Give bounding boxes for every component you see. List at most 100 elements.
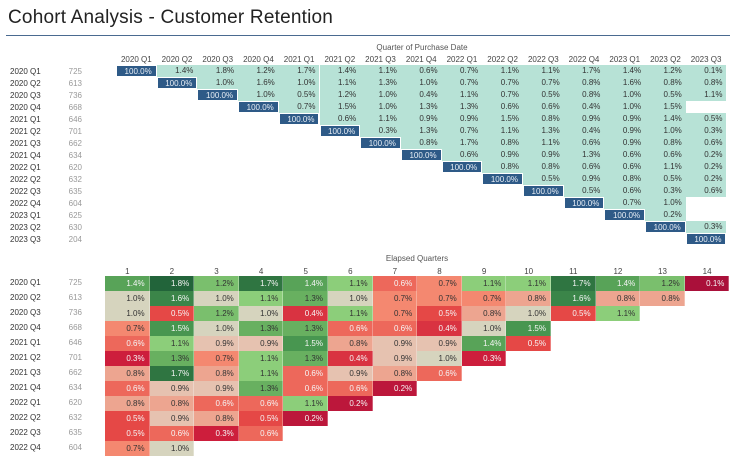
cohort-start-cell: 100.0% bbox=[360, 137, 401, 149]
column-header: 7 bbox=[392, 267, 398, 276]
retention-cell: 0.7% bbox=[482, 89, 523, 101]
retention-cell: 0.5% bbox=[563, 185, 605, 197]
column-header: 2022 Q3 bbox=[527, 55, 559, 64]
retention-cell: 1.4% bbox=[461, 336, 507, 351]
retention-cell: 1.1% bbox=[482, 125, 523, 137]
retention-cell: 1.4% bbox=[604, 65, 646, 77]
column-header: 4 bbox=[258, 267, 264, 276]
column-header: 2023 Q2 bbox=[650, 55, 681, 64]
cohort-size: 613 bbox=[68, 293, 82, 302]
retention-cell: 0.6% bbox=[685, 185, 727, 197]
retention-cell: 1.3% bbox=[238, 321, 284, 336]
retention-cell: 0.6% bbox=[283, 381, 328, 396]
column-header: 2020 Q3 bbox=[202, 55, 234, 64]
retention-cell: 1.4% bbox=[595, 276, 641, 291]
cohort-size: 630 bbox=[68, 223, 82, 232]
retention-cell: 1.3% bbox=[441, 101, 483, 113]
retention-cell: 0.5% bbox=[149, 306, 195, 321]
cohort-size: 632 bbox=[68, 413, 82, 422]
retention-cell: 0.2% bbox=[685, 173, 727, 185]
row-label: 2022 Q4 bbox=[10, 199, 41, 208]
page-title: Cohort Analysis - Customer Retention bbox=[8, 7, 334, 28]
retention-cell: 0.4% bbox=[283, 306, 328, 321]
retention-cell: 0.6% bbox=[400, 65, 442, 77]
cohort-size: 646 bbox=[68, 338, 82, 347]
retention-cell: 1.5% bbox=[319, 101, 361, 113]
column-header: 2023 Q3 bbox=[690, 55, 722, 64]
retention-cell: 0.8% bbox=[482, 161, 523, 173]
retention-cell: 0.5% bbox=[645, 173, 686, 185]
axis-title: Elapsed Quarters bbox=[385, 254, 449, 263]
retention-cell: 0.9% bbox=[328, 366, 373, 381]
retention-cell: 0.1% bbox=[684, 276, 730, 291]
retention-cell: 0.3% bbox=[645, 185, 686, 197]
retention-cell: 1.0% bbox=[328, 291, 373, 306]
retention-cell: 1.0% bbox=[194, 321, 239, 336]
cohort-size: 632 bbox=[68, 175, 82, 184]
retention-cell: 0.6% bbox=[604, 149, 646, 161]
column-header: 2022 Q1 bbox=[446, 55, 478, 64]
retention-cell: 0.6% bbox=[417, 366, 462, 381]
retention-cell: 1.5% bbox=[482, 113, 523, 125]
row-label: 2022 Q2 bbox=[10, 413, 41, 422]
retention-cell: 1.8% bbox=[197, 65, 239, 77]
cohort-size: 204 bbox=[68, 235, 82, 244]
retention-cell: 0.6% bbox=[238, 396, 284, 411]
retention-cell: 0.4% bbox=[417, 321, 462, 336]
retention-cell: 1.0% bbox=[194, 291, 239, 306]
retention-cell: 1.3% bbox=[360, 77, 401, 89]
retention-cell: 0.4% bbox=[563, 101, 605, 113]
row-label: 2022 Q3 bbox=[10, 428, 41, 437]
row-label: 2022 Q3 bbox=[10, 187, 41, 196]
retention-cell: 0.4% bbox=[563, 125, 605, 137]
column-header: 2021 Q4 bbox=[405, 55, 437, 64]
retention-cell: 1.1% bbox=[328, 306, 373, 321]
retention-cell: 0.9% bbox=[563, 173, 605, 185]
retention-cell: 1.1% bbox=[645, 161, 686, 173]
retention-cell: 1.2% bbox=[645, 65, 686, 77]
retention-cell: 0.6% bbox=[482, 101, 523, 113]
retention-cell: 0.3% bbox=[685, 221, 727, 233]
retention-cell: 0.6% bbox=[319, 113, 361, 125]
cohort-start-cell: 100.0% bbox=[197, 89, 239, 101]
retention-cell: 0.2% bbox=[685, 161, 727, 173]
retention-cell: 1.3% bbox=[400, 101, 442, 113]
retention-cell: 1.5% bbox=[283, 336, 328, 351]
retention-cell: 1.7% bbox=[278, 65, 320, 77]
retention-cell: 0.6% bbox=[645, 149, 686, 161]
retention-cell: 0.5% bbox=[551, 306, 596, 321]
cohort-size: 668 bbox=[68, 103, 82, 112]
retention-cell: 0.6% bbox=[372, 321, 418, 336]
retention-cell: 0.6% bbox=[238, 426, 284, 441]
column-header: 2021 Q2 bbox=[324, 55, 356, 64]
row-label: 2020 Q4 bbox=[10, 103, 41, 112]
retention-cell: 1.0% bbox=[149, 441, 195, 456]
retention-cell: 1.7% bbox=[551, 276, 596, 291]
retention-cell: 0.9% bbox=[604, 113, 646, 125]
retention-cell: 1.1% bbox=[506, 276, 551, 291]
column-header: 2020 Q2 bbox=[161, 55, 193, 64]
retention-cell: 0.6% bbox=[328, 381, 373, 396]
column-header: 2020 Q1 bbox=[120, 55, 152, 64]
retention-cell: 0.6% bbox=[604, 185, 646, 197]
cohort-size: 646 bbox=[68, 115, 82, 124]
retention-cell: 0.6% bbox=[523, 101, 564, 113]
cohort-size: 634 bbox=[68, 151, 82, 160]
retention-cell: 1.6% bbox=[604, 77, 646, 89]
retention-cell: 0.7% bbox=[523, 77, 564, 89]
retention-cell: 0.4% bbox=[400, 89, 442, 101]
retention-cell: 0.6% bbox=[149, 426, 195, 441]
retention-cell: 0.5% bbox=[523, 173, 564, 185]
retention-cell: 1.0% bbox=[360, 101, 401, 113]
retention-cell: 0.5% bbox=[506, 336, 551, 351]
cohort-start-cell: 100.0% bbox=[156, 77, 198, 89]
retention-cell: 1.0% bbox=[400, 77, 442, 89]
retention-cell: 0.3% bbox=[685, 125, 727, 137]
retention-cell: 0.7% bbox=[417, 291, 462, 306]
retention-cell: 0.6% bbox=[105, 336, 150, 351]
cohort-size: 736 bbox=[68, 91, 82, 100]
column-header: 2020 Q4 bbox=[243, 55, 274, 64]
retention-cell: 0.6% bbox=[105, 381, 150, 396]
cohort-size: 662 bbox=[68, 139, 82, 148]
retention-cell: 1.2% bbox=[194, 306, 239, 321]
